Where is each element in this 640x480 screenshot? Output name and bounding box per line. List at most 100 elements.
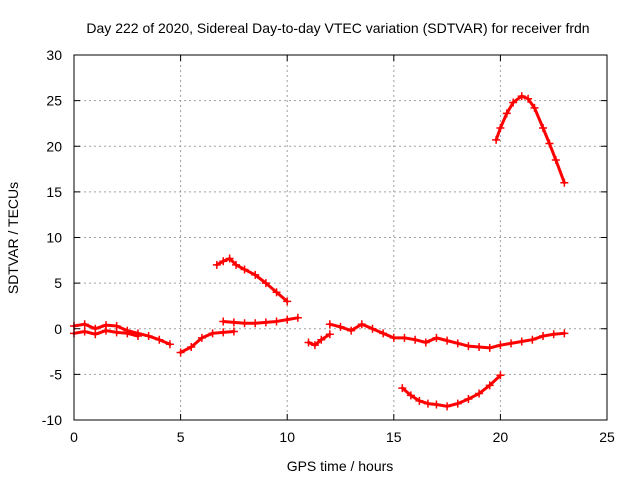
series-line: [179, 329, 236, 354]
data-point: [432, 400, 441, 409]
x-tick-label: 20: [493, 429, 509, 445]
data-point: [219, 257, 228, 266]
data-point: [475, 343, 484, 351]
data-point: [272, 317, 281, 326]
data-point: [560, 329, 569, 338]
data-point: [507, 339, 516, 348]
data-point: [415, 396, 424, 405]
series-arc-dip-recovery: [176, 327, 238, 357]
y-tick-label: 25: [46, 93, 62, 109]
data-point: [261, 279, 270, 288]
data-point: [400, 333, 409, 342]
data-point: [123, 329, 132, 338]
data-point: [212, 260, 221, 269]
data-point: [219, 317, 228, 326]
data-point: [502, 109, 511, 118]
data-point: [240, 265, 249, 274]
data-point: [225, 254, 234, 263]
y-tick-label: 15: [46, 184, 62, 200]
data-point: [509, 98, 518, 107]
data-point: [219, 328, 228, 337]
tick-labels: 0 5 10 15 20 25 -10 -5 0 5 10 15 20 25 30: [42, 47, 615, 445]
series-layer: [70, 92, 569, 411]
series-arc-negative-bowl: [398, 371, 505, 411]
data-point: [251, 270, 260, 279]
data-point: [293, 313, 302, 322]
data-point: [283, 297, 292, 306]
data-point: [492, 135, 501, 144]
x-axis-title: GPS time / hours: [287, 458, 394, 474]
chart-title: Day 222 of 2020, Sidereal Day-to-day VTE…: [86, 20, 589, 36]
data-point: [347, 326, 356, 335]
data-point: [443, 402, 452, 411]
data-point: [496, 124, 505, 132]
data-point: [464, 342, 473, 351]
data-point: [485, 343, 494, 352]
data-point: [517, 92, 526, 101]
data-point: [464, 395, 473, 404]
data-point: [560, 178, 569, 187]
series-line: [307, 332, 332, 347]
y-axis-title: SDTVAR / TECUs: [5, 182, 21, 294]
data-point: [261, 318, 270, 327]
series-arc-noon-gap: [304, 330, 334, 350]
y-tick-label: 30: [46, 47, 62, 63]
data-point: [325, 320, 334, 329]
data-point: [496, 371, 505, 380]
data-point: [232, 260, 241, 269]
data-point: [432, 333, 441, 342]
x-tick-label: 10: [279, 429, 295, 445]
data-point: [155, 335, 164, 344]
data-point: [421, 338, 430, 347]
data-point: [80, 327, 89, 336]
data-point: [133, 332, 142, 341]
data-point: [485, 381, 494, 390]
data-point: [240, 319, 249, 328]
tick-marks: [73, 54, 608, 421]
data-point: [524, 94, 533, 103]
data-point: [176, 348, 185, 357]
data-point: [549, 330, 558, 339]
x-tick-label: 5: [177, 429, 185, 445]
data-point: [551, 155, 560, 164]
data-point: [389, 333, 398, 342]
y-tick-label: 0: [54, 321, 62, 337]
data-point: [251, 319, 260, 328]
data-point: [112, 328, 121, 337]
series-arc-evening-peak: [492, 92, 569, 187]
data-point: [496, 341, 505, 350]
data-point: [229, 318, 238, 327]
y-tick-label: -10: [42, 412, 62, 428]
data-point: [406, 391, 415, 400]
data-point: [443, 336, 452, 345]
data-point: [423, 399, 432, 408]
data-point: [453, 339, 462, 348]
data-point: [165, 340, 174, 349]
data-point: [283, 315, 292, 324]
data-point: [411, 335, 420, 344]
data-point: [517, 337, 526, 346]
data-point: [336, 322, 345, 331]
data-point: [208, 329, 217, 338]
data-point: [398, 384, 407, 393]
x-tick-label: 15: [386, 429, 402, 445]
x-tick-label: 0: [70, 429, 78, 445]
data-point: [453, 399, 462, 408]
data-point: [80, 320, 89, 329]
data-point: [545, 139, 554, 148]
data-point: [101, 326, 110, 335]
series-line: [72, 322, 172, 346]
x-tick-label: 25: [599, 429, 615, 445]
y-tick-label: 10: [46, 230, 62, 246]
y-tick-label: -5: [50, 366, 63, 382]
data-point: [539, 124, 548, 132]
y-tick-label: 20: [46, 138, 62, 154]
data-point: [357, 320, 366, 329]
data-point: [530, 103, 539, 112]
data-point: [272, 288, 281, 297]
data-point: [379, 329, 388, 338]
data-point: [144, 332, 153, 341]
data-point: [317, 335, 326, 344]
series-arc-midday: [219, 313, 302, 328]
